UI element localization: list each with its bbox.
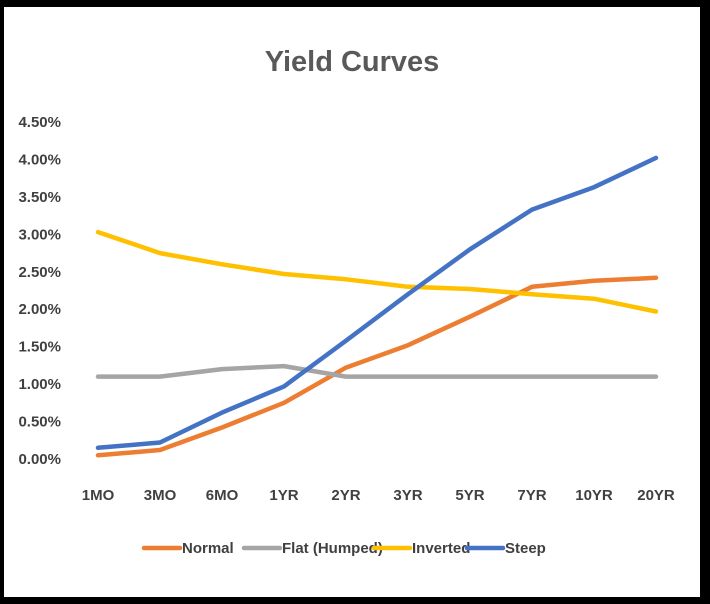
x-tick-label: 5YR (455, 487, 484, 504)
y-axis-ticks: 0.00% 0.50% 1.00% 1.50% 2.00% 2.50% 3.00% 3.50%… (18, 114, 61, 468)
legend-label-normal: Normal (182, 540, 234, 557)
legend-label-flat-humped: Flat (Humped) (282, 540, 383, 557)
y-tick-label: 1.00% (18, 376, 61, 393)
series-line-normal (95, 275, 659, 458)
chart-frame: Yield Curves 0.00% 0.50% 1.00% 1.50% 2.00% 2.… (4, 7, 700, 597)
series-line-inverted (95, 229, 659, 314)
y-tick-label: 3.50% (18, 189, 61, 206)
series-line-steep (95, 155, 659, 451)
x-tick-label: 6MO (206, 487, 239, 504)
x-axis-ticks: 1MO 3MO 6MO 1YR 2YR 3YR 5YR 7YR 10YR 20YR (82, 487, 675, 504)
x-tick-label: 20YR (637, 487, 675, 504)
x-tick-label: 1YR (269, 487, 298, 504)
yield-curves-chart: Yield Curves 0.00% 0.50% 1.00% 1.50% 2.00% 2.… (18, 46, 675, 557)
x-tick-label: 7YR (517, 487, 546, 504)
y-tick-label: 4.00% (18, 151, 61, 168)
y-tick-label: 1.50% (18, 339, 61, 356)
x-tick-label: 1MO (82, 487, 115, 504)
y-tick-label: 0.00% (18, 451, 61, 468)
y-tick-label: 2.50% (18, 264, 61, 281)
y-tick-label: 0.50% (18, 414, 61, 431)
y-tick-label: 2.00% (18, 301, 61, 318)
y-tick-label: 4.50% (18, 114, 61, 131)
y-tick-label: 3.00% (18, 226, 61, 243)
legend: Normal Flat (Humped) Inverted Steep (141, 540, 546, 557)
chart-title: Yield Curves (265, 46, 440, 78)
series-lines (95, 155, 659, 458)
legend-label-steep: Steep (505, 540, 546, 557)
x-tick-label: 2YR (331, 487, 360, 504)
legend-label-inverted: Inverted (412, 540, 470, 557)
series-line-flat-humped (95, 363, 659, 379)
x-tick-label: 3MO (144, 487, 177, 504)
x-tick-label: 10YR (575, 487, 613, 504)
x-tick-label: 3YR (393, 487, 422, 504)
